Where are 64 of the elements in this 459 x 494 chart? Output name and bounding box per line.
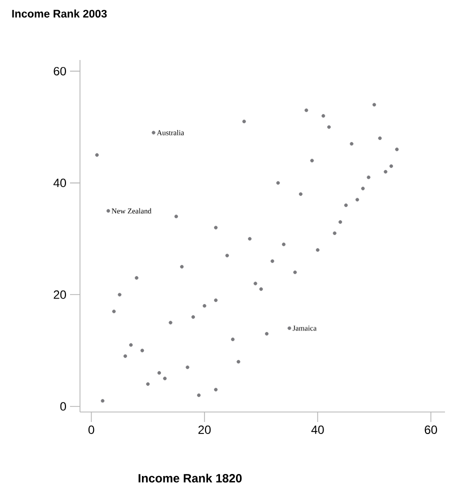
y-tick-label: 40 [53, 178, 66, 188]
point [123, 354, 128, 358]
point [146, 382, 150, 386]
point [225, 254, 229, 258]
point [230, 338, 235, 342]
point [338, 220, 342, 224]
point [180, 264, 184, 269]
point [372, 102, 376, 106]
point [106, 209, 110, 213]
point [112, 310, 116, 314]
point [186, 366, 190, 370]
y-tick-label: 0 [60, 402, 66, 411]
point [344, 203, 348, 208]
point [322, 114, 326, 118]
point [310, 158, 314, 162]
point [152, 130, 156, 134]
x-tick-label: 0 [88, 426, 94, 434]
point [95, 153, 99, 157]
point [395, 148, 399, 152]
point [259, 287, 263, 291]
point [254, 282, 258, 286]
x-tick-label: 20 [198, 426, 211, 434]
point [214, 298, 218, 302]
point [134, 276, 138, 280]
point [100, 399, 104, 403]
point [129, 343, 133, 347]
point [163, 376, 167, 380]
point [276, 181, 280, 185]
x-tick-label: 40 [311, 426, 324, 434]
point [118, 292, 122, 296]
point [140, 348, 144, 352]
point [288, 326, 292, 330]
point [270, 259, 274, 263]
point [282, 242, 286, 246]
point [304, 108, 308, 112]
point [378, 136, 382, 140]
point [316, 248, 320, 252]
point [366, 176, 370, 180]
point [389, 164, 394, 168]
y-tick-label: 60 [54, 66, 66, 76]
point [332, 231, 336, 235]
point [214, 226, 218, 230]
x-tick-label: 60 [424, 426, 438, 434]
point [384, 170, 388, 174]
point [236, 360, 240, 364]
point [350, 142, 354, 146]
point [248, 236, 252, 241]
point [168, 320, 172, 324]
x-axis-title: Income Rank 1820 [138, 474, 242, 482]
y-tick-label: 20 [54, 290, 66, 299]
point [327, 125, 331, 129]
point [361, 186, 365, 190]
point [293, 270, 297, 274]
point [214, 388, 218, 392]
point [202, 304, 206, 308]
point [174, 214, 178, 218]
y-axis-title: Income Rank 2003 [12, 10, 107, 18]
point [298, 192, 302, 196]
point [191, 315, 195, 319]
point [242, 120, 246, 124]
point [355, 198, 360, 202]
point [264, 332, 269, 336]
point [197, 393, 201, 398]
point [157, 371, 162, 375]
